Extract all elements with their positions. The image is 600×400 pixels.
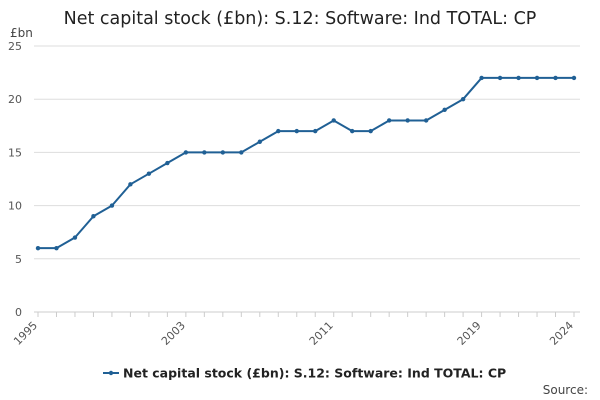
y-tick-label: 10 [8,200,22,213]
data-point [534,75,540,81]
series-line [37,76,575,250]
chart-title: Net capital stock (£bn): S.12: Software:… [64,9,537,29]
data-point [146,171,152,176]
y-tick-label: 25 [8,40,22,53]
y-tick-label: 15 [8,146,22,159]
source-label[interactable]: Source: [543,383,588,397]
data-point [54,245,59,251]
data-point [405,118,410,123]
x-tick-label: 2011 [307,319,336,348]
data-point [553,75,558,81]
data-point [35,245,41,251]
y-tick-label: 5 [15,253,22,266]
data-point [460,97,466,102]
data-point [386,118,392,123]
y-tick-label: 20 [8,93,22,106]
data-point [497,75,503,81]
x-tick-label: 1995 [11,319,40,348]
data-point [72,235,78,240]
data-point [128,182,133,187]
y-axis-unit-label: £bn [10,26,33,40]
data-point [313,128,318,134]
data-point [183,150,189,155]
data-point [165,160,170,166]
x-axis: 1995 2003 2011 2019 2024 [11,311,580,348]
data-point [423,118,429,123]
data-point [109,203,115,208]
x-tick-label: 2019 [455,319,484,348]
data-point [571,75,577,81]
data-point [239,150,244,155]
data-point [276,128,281,134]
data-point [479,75,484,81]
data-point [516,75,521,81]
data-point [220,150,226,155]
y-tick-label: 0 [15,306,22,319]
data-point [202,150,207,155]
series-layer [35,75,577,251]
data-point [442,107,447,113]
data-point [368,128,373,134]
data-point [331,118,336,123]
x-tick-label: 2003 [159,319,188,348]
data-point [257,139,262,144]
legend[interactable]: Net capital stock (£bn): S.12: Software:… [103,366,506,381]
data-point [294,128,299,134]
x-tick-label: 2024 [547,319,576,348]
gridlines [34,45,580,260]
legend-swatch-marker [108,370,114,376]
y-axis: 0 5 10 15 20 25 [8,40,22,319]
data-point [91,214,96,219]
legend-label: Net capital stock (£bn): S.12: Software:… [123,366,506,381]
data-point [350,128,355,134]
